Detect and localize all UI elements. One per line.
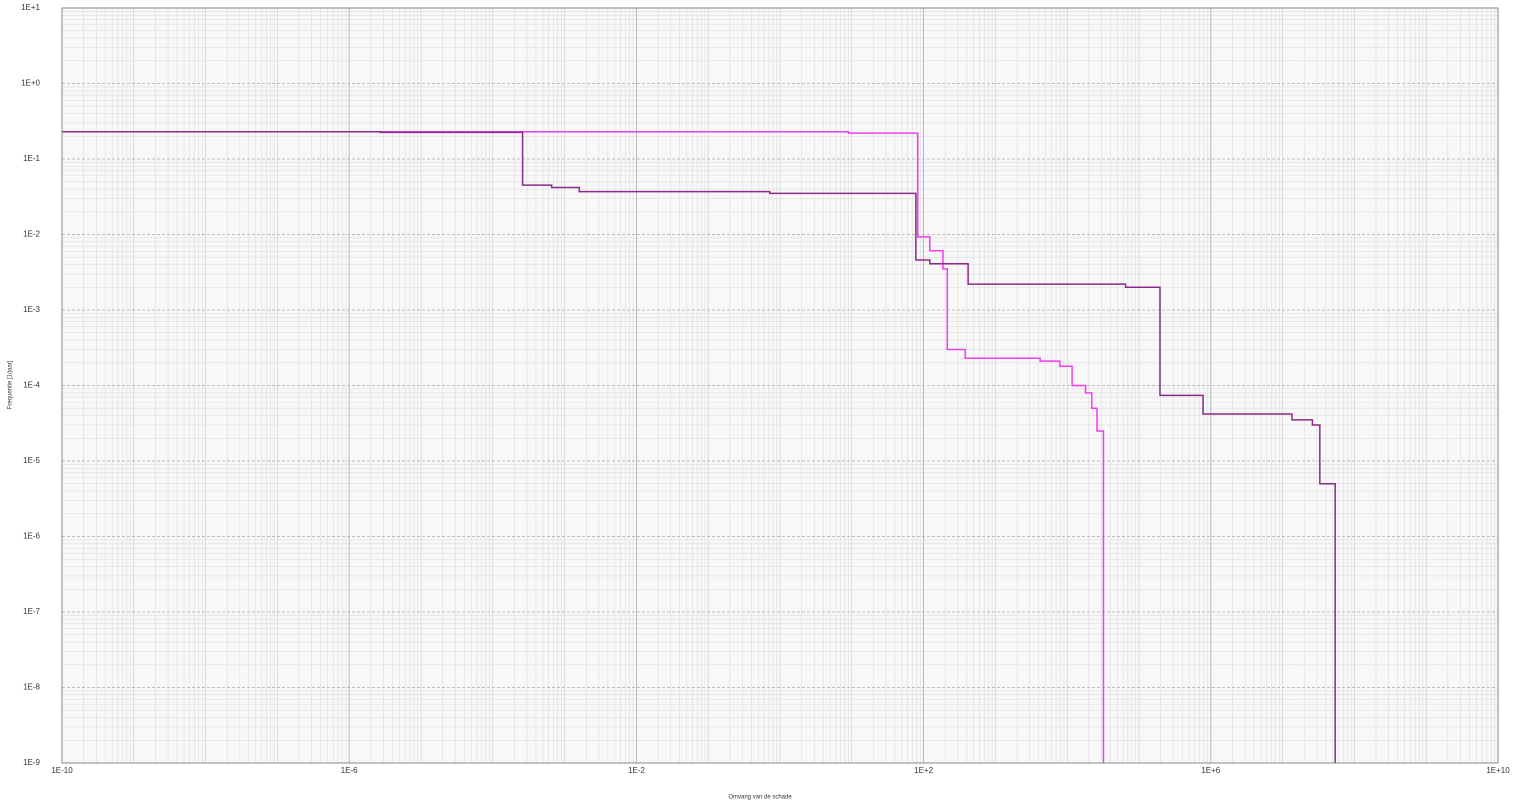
x-tick-label: 1E+10 <box>1486 766 1510 775</box>
plot-frame <box>61 7 1499 764</box>
y-tick-label: 1E-7 <box>23 607 40 616</box>
y-tick-label: 1E-2 <box>23 230 40 239</box>
y-tick-label: 1E-6 <box>23 532 40 541</box>
y-tick-label: 1E-4 <box>23 381 40 390</box>
x-tick-label: 1E-2 <box>628 766 645 775</box>
y-tick-label: 1E-9 <box>23 758 40 767</box>
x-tick-label: 1E+2 <box>914 766 933 775</box>
y-tick-label: 1E-1 <box>23 154 40 163</box>
y-tick-label: 1E-8 <box>23 683 40 692</box>
y-tick-label: 1E+0 <box>21 79 40 88</box>
series-line <box>62 130 1105 763</box>
y-tick-label: 1E-3 <box>23 305 40 314</box>
y-tick-label: 1E-5 <box>23 456 40 465</box>
y-axis-label: Frequentie [1/jaar] <box>8 360 14 409</box>
grid <box>61 7 1499 764</box>
x-axis-label: Omvang van de schade <box>728 795 792 801</box>
x-tick-label: 1E-6 <box>341 766 358 775</box>
y-tick-label: 1E+1 <box>21 3 40 12</box>
x-tick-label: 1E+6 <box>1201 766 1220 775</box>
lines <box>62 130 1336 763</box>
x-tick-label: 1E-10 <box>51 766 73 775</box>
series-line <box>62 130 1336 763</box>
